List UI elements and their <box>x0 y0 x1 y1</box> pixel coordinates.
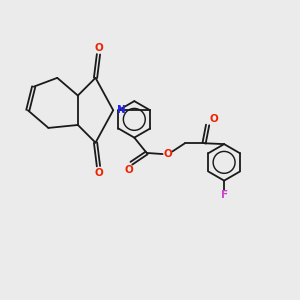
Text: O: O <box>164 149 172 159</box>
Text: O: O <box>210 114 219 124</box>
Text: O: O <box>124 165 134 175</box>
Text: O: O <box>94 43 103 53</box>
Text: O: O <box>94 168 103 178</box>
Text: F: F <box>220 190 228 200</box>
Text: N: N <box>117 105 125 115</box>
